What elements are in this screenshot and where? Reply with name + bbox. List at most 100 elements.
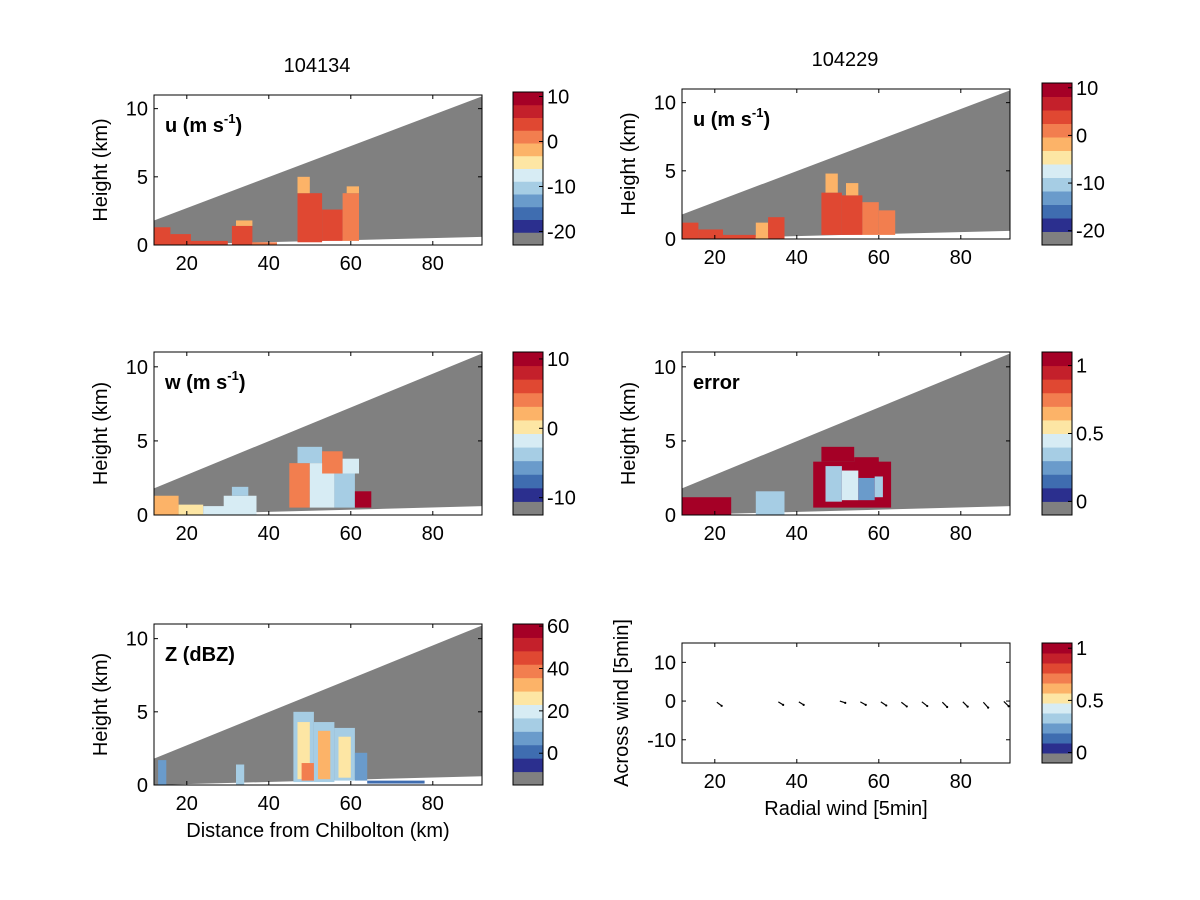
axes-frame [681,642,1011,764]
colorbar-segment [513,487,543,502]
data-cell [874,476,883,498]
colorbar-tick-label: 0 [1076,125,1087,147]
y-tick-label: -10 [647,730,676,752]
data-cell [236,220,253,226]
data-cell [231,486,249,496]
wind-vector-head [885,704,888,707]
x-tick-label: 40 [258,253,280,275]
data-cell [154,227,171,245]
colorbar-segment [513,365,543,380]
colorbar-segment [1042,723,1072,734]
colorbar-segment [1042,419,1072,434]
y-tick-label: 5 [137,431,148,453]
x-tick-label: 40 [786,771,808,793]
wind-vector-head [946,705,949,709]
x-tick-label: 60 [868,247,890,269]
data-cell [203,506,228,515]
data-cell [698,229,723,239]
colorbar-segment [513,447,543,462]
x-tick-label: 80 [950,771,972,793]
y-tick-label: 5 [137,702,148,724]
colorbar-tick-label: 20 [547,701,569,723]
panel-w-104134: w (m s-1) 20 40 60 80 0 5 10 Height (km) 10 0 -10 [90,349,576,545]
panel-annotation: w (m s-1) [164,368,245,394]
annotation-text: error [693,372,740,394]
colorbar-tick-label: 0 [1076,491,1087,513]
axes-frame [681,351,1011,516]
colorbar-segment [1042,96,1072,111]
scan-region [682,90,1010,239]
data-cell [322,209,343,241]
colorbar-segment [513,744,543,759]
colorbar-segment [513,194,543,208]
colorbar-segment [1042,218,1072,232]
data-cell [346,186,359,194]
colorbar-segment [1042,663,1072,674]
colorbar-frame [1041,642,1073,764]
wind-vector-head [905,705,908,708]
colorbar-segment [513,704,543,719]
y-tick-label: 0 [137,235,148,257]
data-cell [297,446,323,464]
timestamp-right: 104229 [812,49,879,71]
scan-region [154,625,482,785]
colorbar-tick-label: 1 [1076,638,1087,660]
colorbar-missing-segment [513,771,543,785]
colorbar-segment [1042,379,1072,394]
annotation-text: u (m s [693,109,752,131]
plot-area [682,353,1010,515]
colorbar-segment [1042,204,1072,219]
wind-vector [962,701,969,708]
data-cell [354,752,368,781]
panel-annotation: error [693,372,740,394]
axes-frame [153,94,483,246]
colorbar-segment [513,155,543,169]
colorbar-segment [513,92,543,106]
data-cell [297,193,323,243]
data-cell [682,497,732,515]
colorbar-frame [512,351,544,516]
x-tick-label: 80 [950,523,972,545]
timestamp-left: 104134 [284,55,351,77]
x-tick-label: 60 [340,793,362,815]
colorbar-tick-label: 0 [547,743,558,765]
wind-vector-head [987,706,990,709]
colorbar-segment [513,474,543,489]
y-tick-label: 10 [126,99,148,121]
panel-u-104229: u (m s-1) 20 40 60 80 0 5 10 Height (km) 10 0 -10 -2… [618,78,1105,269]
x-tick-label: 80 [422,253,444,275]
colorbar-segment [1042,673,1072,684]
colorbar-tick-label: 0.5 [1076,690,1104,712]
colorbar-segment [1042,83,1072,97]
wind-vector-head [802,703,805,706]
y-tick-label: 10 [654,652,676,674]
colorbar-missing-segment [1042,231,1072,245]
axes-frame [153,623,483,786]
x-tick-label: 40 [258,523,280,545]
data-cell [723,234,756,239]
colorbar-segment [1042,683,1072,694]
colorbar-segment [1042,137,1072,151]
wind-vector [982,701,989,709]
wind-vector [1003,701,1010,707]
x-tick-label: 40 [786,523,808,545]
colorbar-segment [1042,177,1072,192]
colorbar-segment [513,460,543,475]
colorbar-frame [512,623,544,786]
data-cell [236,764,245,785]
data-cell [841,470,859,501]
colorbar-tick-label: 0 [547,132,558,154]
colorbar-tick-label: 0 [547,418,558,440]
y-tick-label: 10 [654,357,676,379]
x-tick-label: 20 [704,771,726,793]
colorbar-segment [1042,474,1072,489]
y-tick-label: 10 [126,357,148,379]
colorbar-segment [513,677,543,692]
colorbar-segment [513,664,543,679]
plot-area [716,700,1010,709]
data-cell [338,736,351,778]
colorbar-segment [1042,693,1072,704]
x-tick-label: 20 [176,793,198,815]
